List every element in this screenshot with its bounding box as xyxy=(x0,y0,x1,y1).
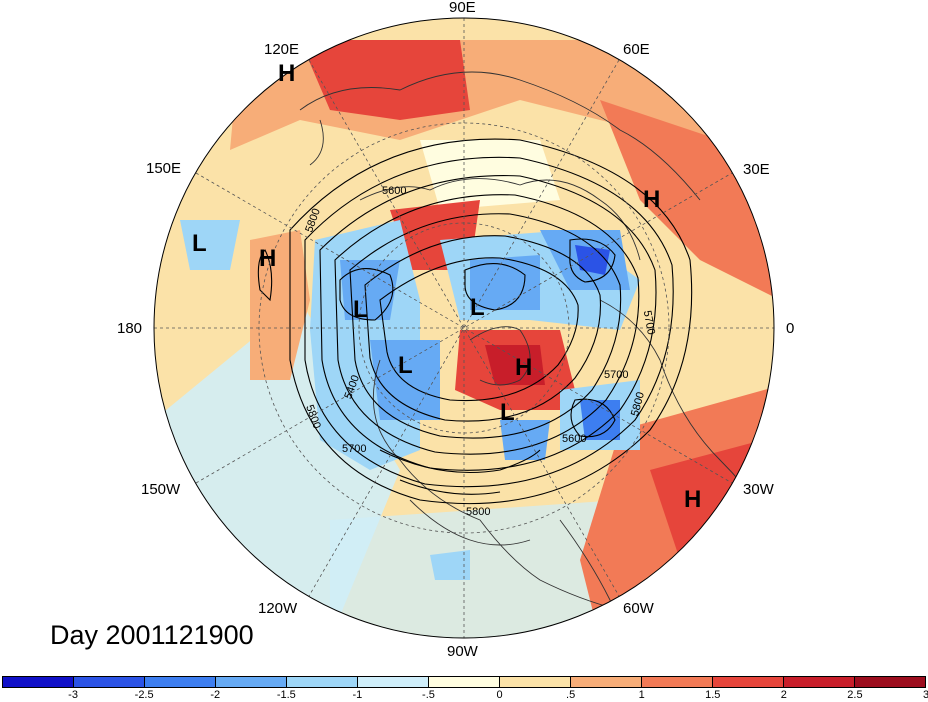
anomaly-warm-region xyxy=(250,230,310,380)
colorbar-tick-label: 0 xyxy=(496,689,503,701)
lon-label-90w: 90W xyxy=(447,643,478,660)
contour-label: 5600 xyxy=(562,433,586,445)
height-contours xyxy=(257,138,693,505)
lon-label-120w: 120W xyxy=(258,600,298,617)
colorbar-tick-label: 1.5 xyxy=(705,689,721,701)
high-center-label: H xyxy=(278,60,296,87)
colorbar-swatch xyxy=(145,677,216,687)
colorbar-tick-label: 2 xyxy=(780,689,787,701)
contour-label: 5600 xyxy=(382,185,406,197)
anomaly-cool-region xyxy=(575,245,610,275)
colorbar-swatch xyxy=(358,677,429,687)
lon-label-90e: 90E xyxy=(449,0,476,16)
lon-label-180: 180 xyxy=(117,320,143,337)
colorbar-swatch xyxy=(855,677,925,687)
colorbar-swatch xyxy=(429,677,500,687)
lon-label-150w: 150W xyxy=(141,481,181,498)
colorbar xyxy=(2,676,926,688)
anomaly-cool-region xyxy=(500,420,550,460)
colorbar-swatch xyxy=(571,677,642,687)
colorbar-tick-label: -1.5 xyxy=(276,689,296,701)
anomaly-cool-region xyxy=(340,260,400,320)
anomaly-cool-region xyxy=(430,550,470,580)
colorbar-swatch xyxy=(3,677,74,687)
colorbar-tick-label: -1 xyxy=(352,689,363,701)
anomaly-light-region xyxy=(330,500,620,638)
graticule xyxy=(154,18,774,638)
lon-label-30w: 30W xyxy=(743,481,774,498)
colorbar-tick-label: 1 xyxy=(638,689,645,701)
anomaly-cool-region xyxy=(180,220,240,270)
high-center-label: H xyxy=(259,245,277,272)
low-center-label: L xyxy=(398,352,413,379)
contour-label: 5800 xyxy=(466,506,490,518)
map-outline xyxy=(153,17,775,639)
low-center-label: L xyxy=(500,399,515,426)
colorbar-tick-label: .5 xyxy=(566,689,576,701)
day-label: Day 2001121900 xyxy=(50,620,254,650)
high-center-label: H xyxy=(684,486,702,513)
contour-label: 5700 xyxy=(342,443,366,455)
lon-label-150e: 150E xyxy=(146,160,182,177)
low-center-label: L xyxy=(192,230,207,257)
colorbar-swatch xyxy=(642,677,713,687)
contour-label: 5700 xyxy=(604,369,628,381)
colorbar-tick-label: -.5 xyxy=(422,689,435,701)
lon-label-60w: 60W xyxy=(623,600,654,617)
colorbar-tick-label: -2.5 xyxy=(134,689,154,701)
lon-label-30e: 30E xyxy=(743,161,770,178)
colorbar-swatch xyxy=(216,677,287,687)
colorbar-swatch xyxy=(500,677,571,687)
colorbar-swatch xyxy=(713,677,784,687)
contour-label: 5700 xyxy=(641,310,657,336)
anomaly-warm-region xyxy=(300,40,470,120)
low-center-label: L xyxy=(470,294,485,321)
low-center-label: L xyxy=(353,296,368,323)
high-center-label: H xyxy=(643,186,661,213)
colorbar-swatch xyxy=(784,677,855,687)
high-center-label: H xyxy=(515,354,533,381)
anomaly-cool-region xyxy=(470,255,540,310)
colorbar-swatch xyxy=(74,677,145,687)
lon-label-60e: 60E xyxy=(623,41,650,58)
colorbar-tick-label: 2.5 xyxy=(847,689,863,701)
anomaly-light-region xyxy=(420,140,560,210)
colorbar-tick-label: 3 xyxy=(922,689,928,701)
anomaly-cool-region xyxy=(580,400,620,440)
lon-label-120e: 120E xyxy=(264,41,300,58)
colorbar-swatch xyxy=(287,677,358,687)
lon-label-0: 0 xyxy=(786,320,795,337)
colorbar-tick-label: -2 xyxy=(210,689,221,701)
colorbar-tick-label: -3 xyxy=(68,689,78,701)
